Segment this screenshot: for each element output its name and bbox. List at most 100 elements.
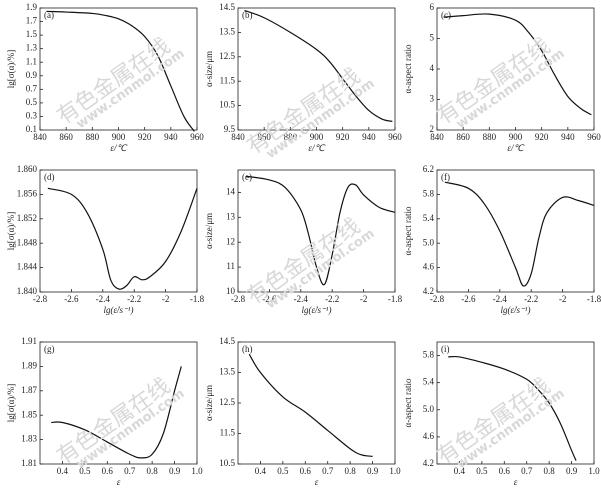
y-tick-label: 1.5 <box>26 29 38 39</box>
x-tick-label: -1.8 <box>388 294 403 304</box>
x-tick-label: -2.8 <box>430 294 445 304</box>
y-tick-label: 14.5 <box>219 336 235 346</box>
y-axis-label: lg[σ(α)/%] <box>6 50 16 89</box>
x-tick-label: -2.6 <box>461 294 476 304</box>
y-tick-label: 0.5 <box>26 97 38 107</box>
y-tick-label: 5.4 <box>423 377 435 387</box>
x-axis-label: ε/℃ <box>507 143 524 153</box>
y-tick-label: 1.856 <box>17 188 38 198</box>
panel-label: (d) <box>44 172 55 182</box>
x-tick-label: -2.8 <box>33 294 48 304</box>
y-tick-label: 10.5 <box>219 100 235 110</box>
x-tick-label: 880 <box>86 132 100 142</box>
x-tick-label: 0.4 <box>57 466 69 476</box>
y-tick-label: 6.2 <box>423 164 434 174</box>
y-tick-label: 1.83 <box>21 434 37 444</box>
x-tick-label: 960 <box>587 132 601 142</box>
y-tick-label: 1.844 <box>17 262 38 272</box>
x-axis-label: lg(ε̇/s⁻¹) <box>104 305 134 315</box>
y-axis-label: lg[σ(α)/%] <box>6 384 16 423</box>
y-axis-label: α-aspect ratio <box>403 44 413 93</box>
x-tick-label: -2.6 <box>64 294 79 304</box>
plot-frame <box>436 169 595 293</box>
y-tick-label: 1.85 <box>21 409 37 419</box>
y-tick-label: 14.5 <box>219 2 235 12</box>
y-axis-label: α-size/μm <box>204 385 214 421</box>
y-tick-label: 4 <box>430 63 435 73</box>
data-line <box>448 355 577 461</box>
x-tick-label: 0.6 <box>300 466 312 476</box>
data-line <box>244 9 393 123</box>
x-tick-label: 860 <box>59 132 73 142</box>
panel-label: (f) <box>441 172 450 182</box>
x-tick-label: -2 <box>162 294 170 304</box>
y-tick-label: 5 <box>430 33 435 43</box>
y-axis-label: α-size/μm <box>204 51 214 87</box>
x-tick-label: -2.8 <box>231 294 246 304</box>
x-tick-label: 0.5 <box>476 466 488 476</box>
y-tick-label: 1.3 <box>26 43 38 53</box>
plot-frame <box>237 341 396 465</box>
x-tick-label: 920 <box>336 132 350 142</box>
y-tick-label: 4.6 <box>423 262 435 272</box>
y-axis-label: lg[σ(α)/%] <box>6 212 16 251</box>
panel-label: (e) <box>242 172 252 182</box>
x-tick-label: 0.8 <box>345 466 357 476</box>
y-tick-label: 1.860 <box>17 164 38 174</box>
x-axis-label: ε/℃ <box>308 143 325 153</box>
y-tick-label: 1.848 <box>17 237 38 247</box>
y-tick-label: 1.81 <box>21 458 37 468</box>
y-axis-label: α-aspect ratio <box>403 206 413 255</box>
x-tick-label: 1.0 <box>191 466 203 476</box>
y-tick-label: 13 <box>226 211 236 221</box>
x-tick-label: 920 <box>535 132 549 142</box>
plot-frame <box>39 341 198 465</box>
x-tick-label: 860 <box>456 132 470 142</box>
data-line <box>248 353 373 457</box>
x-tick-label: -2.4 <box>493 294 508 304</box>
y-axis-label: α-size/μm <box>204 213 214 249</box>
x-tick-label: 840 <box>33 132 47 142</box>
y-tick-label: 1.87 <box>21 385 37 395</box>
y-tick-label: 5.0 <box>423 237 435 247</box>
x-tick-label: 0.6 <box>102 466 114 476</box>
y-tick-label: 1.91 <box>21 336 37 346</box>
x-axis-label: ε <box>514 477 518 487</box>
y-tick-label: 13.5 <box>219 26 235 36</box>
x-tick-label: 0.4 <box>454 466 466 476</box>
watermark: 有色金属在线 <box>53 374 175 470</box>
x-tick-label: 960 <box>190 132 204 142</box>
x-tick-label: 0.8 <box>544 466 556 476</box>
data-line <box>46 10 195 132</box>
x-tick-label: 0.7 <box>124 466 136 476</box>
x-tick-label: -2.6 <box>262 294 277 304</box>
x-tick-label: 0.9 <box>169 466 181 476</box>
x-tick-label: 0.5 <box>277 466 289 476</box>
panel-label: (c) <box>441 10 451 20</box>
x-tick-label: 840 <box>430 132 444 142</box>
x-tick-label: 1.0 <box>588 466 600 476</box>
x-axis-label: lg(ε̇/s⁻¹) <box>302 305 332 315</box>
panel-label: (i) <box>441 344 450 354</box>
y-tick-label: 1.840 <box>17 286 38 296</box>
x-tick-label: 0.8 <box>147 466 159 476</box>
watermark: 有色金属在线 <box>433 374 555 470</box>
data-line <box>245 175 396 286</box>
y-tick-label: 0.7 <box>26 83 38 93</box>
x-tick-label: 880 <box>483 132 497 142</box>
x-tick-label: -2.4 <box>294 294 309 304</box>
data-line <box>443 13 592 116</box>
x-tick-label: 0.7 <box>521 466 533 476</box>
x-tick-label: -2.2 <box>524 294 538 304</box>
x-tick-label: 0.5 <box>79 466 91 476</box>
panel-label: (h) <box>242 344 253 354</box>
data-line <box>47 187 198 290</box>
y-tick-label: 5.0 <box>423 404 435 414</box>
watermark: 有色金属在线 <box>433 34 555 130</box>
y-tick-label: 10.5 <box>219 458 235 468</box>
y-tick-label: 6 <box>430 2 435 12</box>
x-axis-label: ε/℃ <box>110 143 127 153</box>
watermark: 有色金属在线 <box>53 34 175 130</box>
panel-label: (g) <box>44 344 55 354</box>
